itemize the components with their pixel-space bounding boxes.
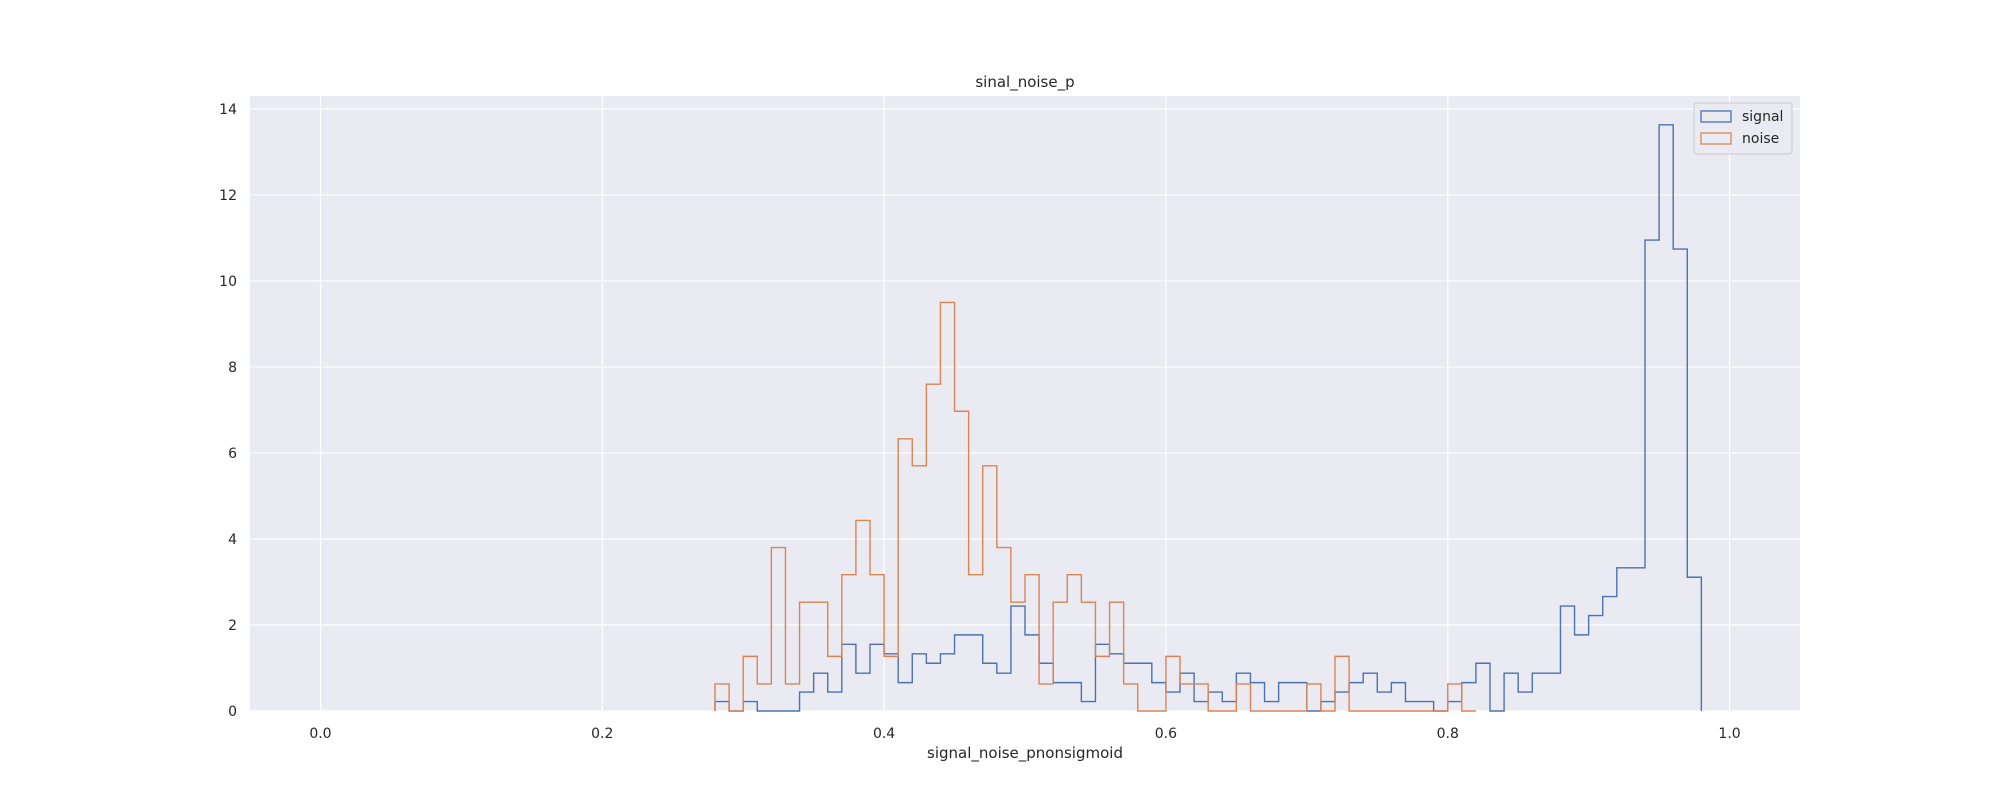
series-noise-step: [714, 301, 1476, 712]
y-tick-label: 12: [219, 188, 237, 204]
y-tick-label: 14: [219, 102, 237, 118]
legend-label-signal: signal: [1742, 109, 1783, 125]
y-tick-label: 0: [228, 704, 237, 720]
x-tick-label: 0.0: [309, 726, 331, 742]
x-tick-label: 0.2: [591, 726, 613, 742]
x-tick-label: 1.0: [1718, 726, 1740, 742]
y-tick-label: 2: [228, 618, 237, 634]
series-layer: [714, 124, 1703, 712]
y-tick-label: 4: [228, 532, 237, 548]
x-tick-label: 0.6: [1155, 726, 1177, 742]
y-axis-ticks: 0 2 4 6 8 10 12 14: [219, 102, 237, 720]
x-tick-label: 0.8: [1437, 726, 1459, 742]
legend-swatch-noise: [1700, 132, 1732, 145]
legend-swatch-signal: [1700, 110, 1732, 123]
y-tick-label: 10: [219, 274, 237, 290]
x-tick-label: 0.4: [873, 726, 895, 742]
legend-box: [1693, 102, 1793, 155]
chart-title: sinal_noise_p: [975, 73, 1074, 92]
x-axis-ticks: 0.0 0.2 0.4 0.6 0.8 1.0: [309, 726, 1740, 742]
y-tick-label: 8: [228, 360, 237, 376]
x-axis-label: signal_noise_pnonsigmoid: [927, 744, 1123, 763]
legend: signal noise: [1693, 102, 1793, 155]
y-tick-label: 6: [228, 446, 237, 462]
legend-label-noise: noise: [1742, 131, 1779, 147]
grid-lines: [250, 96, 1800, 712]
